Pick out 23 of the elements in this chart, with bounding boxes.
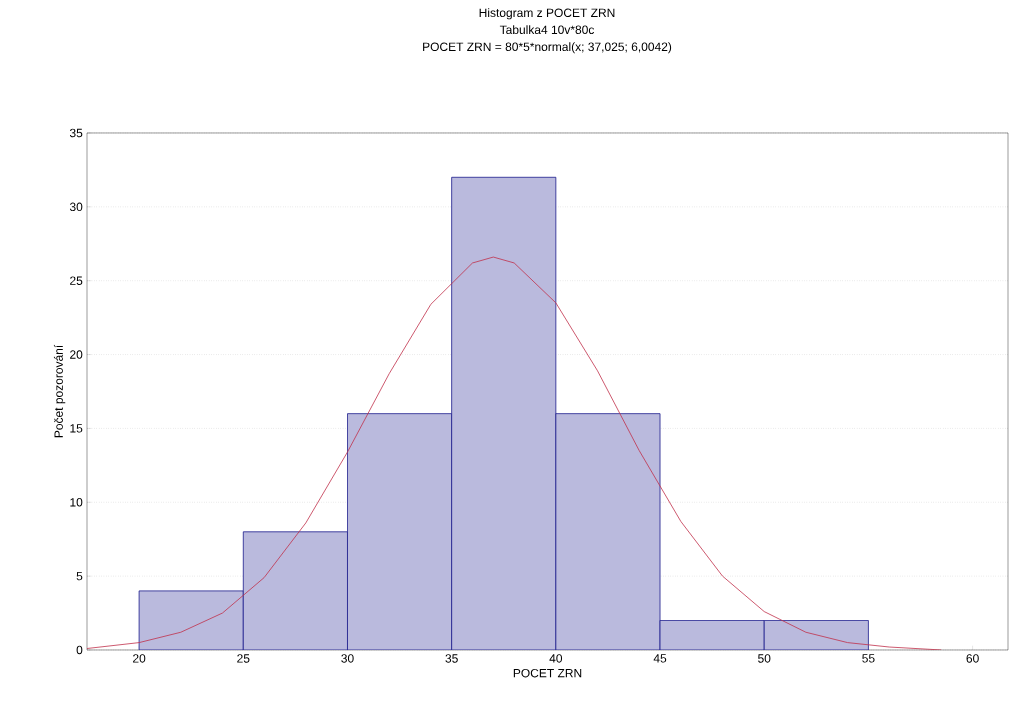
y-tick-label: 5	[76, 571, 83, 581]
y-tick-label: 20	[70, 350, 83, 359]
x-tick-label: 30	[341, 654, 354, 663]
chart-title: Histogram z POCET ZRN	[479, 8, 615, 20]
text: POCET ZRN = 80*5*normal(x; 37,025; 6,0042)	[423, 42, 672, 54]
x-tick-label: 25	[237, 654, 250, 663]
x-axis-title: POCET ZRN	[513, 668, 582, 678]
y-axis-title: Počet pozorování	[53, 344, 66, 438]
x-tick-label: 20	[133, 654, 146, 663]
x-tick-label: 45	[653, 654, 667, 663]
x-tick-label: 60	[966, 654, 979, 663]
y-tick-label: 10	[70, 498, 83, 507]
x-tick-label: 50	[758, 654, 771, 663]
y-tick-label: 35	[69, 128, 83, 138]
y-tick-label: 0	[76, 645, 83, 655]
x-tick-label: 55	[862, 654, 875, 663]
x-tick-label: 35	[445, 654, 458, 663]
y-tick-label: 25	[70, 276, 83, 285]
chart-subtitle: Tabulka4 10v*80c	[499, 25, 595, 35]
x-tick-label: 40	[549, 654, 563, 663]
y-tick-label: 30	[69, 202, 83, 212]
line-series	[87, 256, 942, 650]
y-tick-label: 15	[70, 424, 83, 433]
